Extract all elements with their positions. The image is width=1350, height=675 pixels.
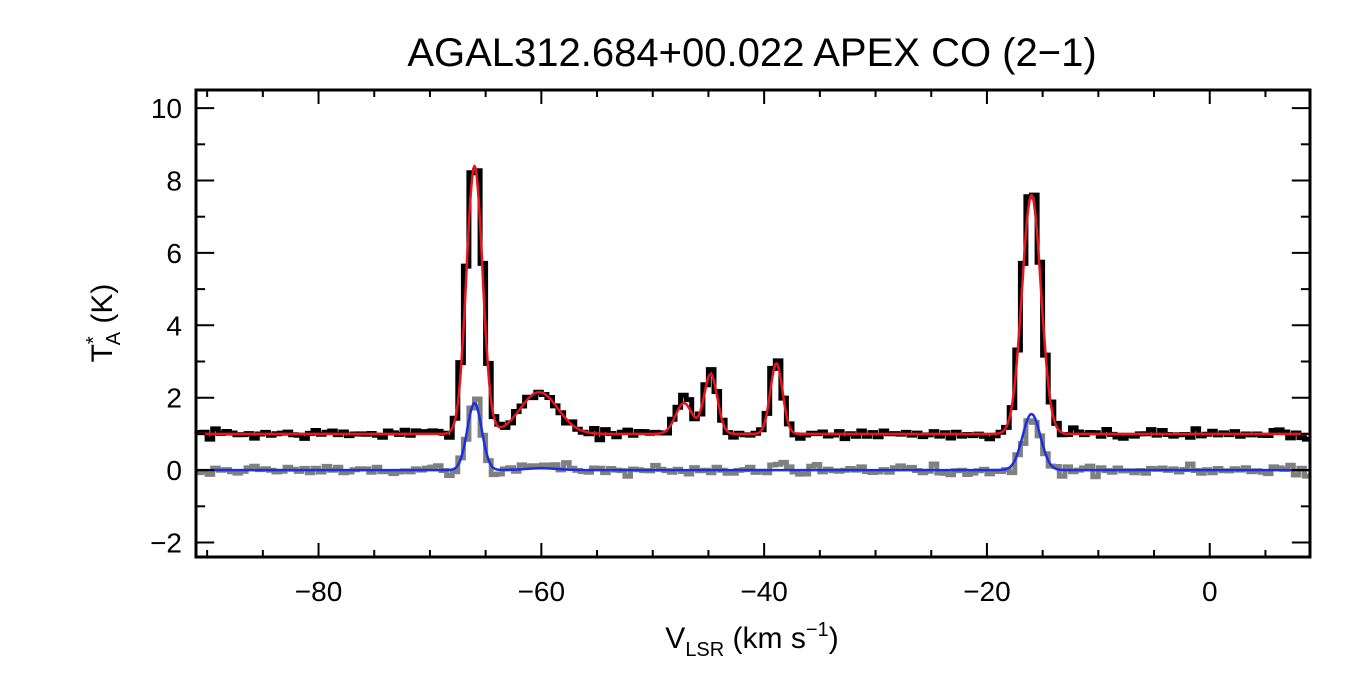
y-axis-label-rest: (K): [86, 284, 119, 332]
series-3-line: [195, 401, 1311, 472]
x-axis-label-sup: −1: [806, 619, 829, 641]
y-tick-label-6: 10: [151, 93, 182, 124]
y-axis-label-sub: A: [103, 331, 125, 345]
x-tick-label-0: −80: [295, 576, 343, 607]
y-tick-label-1: 0: [166, 455, 182, 486]
x-tick-label-2: −40: [740, 576, 788, 607]
series-1-line: [195, 164, 1311, 436]
series-layer: [195, 164, 1311, 480]
y-axis-label-sup: *: [83, 336, 105, 344]
x-tick-label-1: −60: [518, 576, 566, 607]
y-tick-label-2: 2: [166, 383, 182, 414]
chart-title: AGAL312.684+00.022 APEX CO (2−1): [407, 31, 1096, 75]
x-tick-label-4: 0: [1202, 576, 1218, 607]
y-axis-label-main: T: [86, 344, 119, 362]
x-tick-label-3: −20: [963, 576, 1011, 607]
series-2-histogram: [196, 396, 1310, 480]
x-axis-label: VLSR (km s−1): [665, 619, 838, 661]
plot-frame: [194, 88, 1312, 559]
y-tick-label-3: 4: [166, 310, 182, 341]
x-axis-label-end: ): [829, 622, 839, 655]
y-axis-label: T*A (K): [83, 284, 125, 363]
y-tick-label-4: 6: [166, 238, 182, 269]
x-axis-label-sub: LSR: [685, 639, 724, 661]
y-tick-label-5: 8: [166, 166, 182, 197]
series-0-histogram: [196, 168, 1310, 443]
x-axis-label-main: V: [665, 622, 685, 655]
x-axis-label-rest: (km s: [724, 622, 806, 655]
y-tick-label-0: −2: [150, 528, 182, 559]
